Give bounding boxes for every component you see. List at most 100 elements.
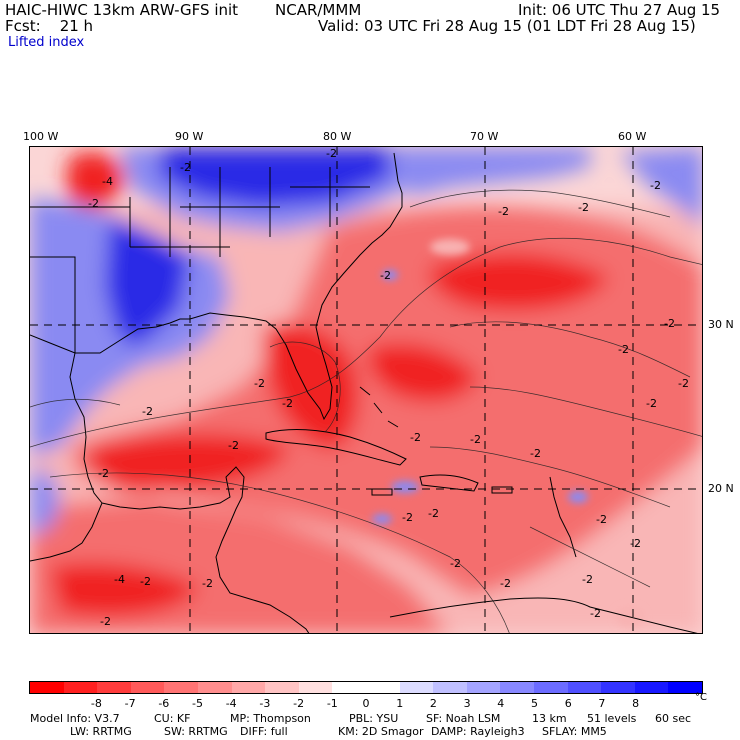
colorbar-tick-label: 0	[362, 697, 370, 710]
lon-label-60w: 60 W	[618, 130, 647, 143]
colorbar-tick-label: 8	[632, 697, 640, 710]
contour-label: -2	[428, 507, 439, 520]
colorbar-cell	[30, 682, 64, 693]
colorbar	[29, 681, 703, 694]
model-info-item: MP: Thompson	[230, 712, 311, 725]
colorbar-unit: °C	[695, 692, 707, 703]
contour-label: -4	[102, 175, 113, 188]
contour-label: -2	[578, 201, 589, 214]
contour-label: -2	[100, 615, 111, 628]
contour-label: -2	[180, 161, 191, 174]
colorbar-tick-label: -4	[225, 697, 237, 710]
colorbar-tick-label: -2	[293, 697, 305, 710]
colorbar-tick-label: 3	[463, 697, 471, 710]
colorbar-cell	[265, 682, 299, 693]
model-info-item: 60 sec	[655, 712, 692, 725]
contour-label: -2	[646, 397, 657, 410]
model-info-item: LW: RRTMG	[70, 725, 132, 738]
lifted-index-map: -4 -2 -2 -2 -2 -2 -2 -2 -2 -2 -2 -2 -2 -2 -2 -2 -2 -2 -2 -2…	[29, 146, 703, 634]
colorbar-tick-label: 2	[429, 697, 437, 710]
map-svg: -4 -2 -2 -2 -2 -2 -2 -2 -2 -2 -2 -2 -2 -2 -2 -2 -2 -2 -2 -2…	[30, 147, 702, 633]
colorbar-cell	[601, 682, 635, 693]
contour-label: -2	[228, 439, 239, 452]
colorbar-cell	[500, 682, 534, 693]
colorbar-tick-label: -1	[326, 697, 338, 710]
model-info-item: SF: Noah LSM	[426, 712, 501, 725]
contour-label: -2	[498, 205, 509, 218]
colorbar-cell	[164, 682, 198, 693]
contour-label: -2	[326, 147, 337, 160]
model-info-item: 51 levels	[587, 712, 637, 725]
colorbar-cell	[63, 682, 98, 693]
colorbar-tick-label: -8	[90, 697, 102, 710]
graticule	[30, 147, 702, 633]
colorbar-cell	[97, 682, 131, 693]
contour-label: -2	[140, 575, 151, 588]
colorbar-tick-label: -5	[192, 697, 203, 710]
model-info-item: SFLAY: MM5	[542, 725, 607, 738]
colorbar-cell	[466, 682, 501, 693]
contour-label: -2	[582, 573, 593, 586]
contour-label: -2	[678, 377, 689, 390]
contour-label: -2	[202, 577, 213, 590]
lon-label-90w: 90 W	[175, 130, 204, 143]
colorbar-tick-label: 1	[396, 697, 404, 710]
forecast-hour: Fcst: 21 h	[5, 17, 94, 35]
colorbar-tick-label: -3	[259, 697, 271, 710]
colorbar-cell	[399, 682, 434, 693]
model-info-item: DIFF: full	[240, 725, 288, 738]
contour-label: -2	[402, 511, 413, 524]
organization-label: NCAR/MMM	[275, 1, 362, 19]
contour-label: -2	[596, 513, 607, 526]
colorbar-tick-label: -7	[124, 697, 136, 710]
init-time: Init: 06 UTC Thu 27 Aug 15	[518, 1, 721, 19]
model-info-item: SW: RRTMG	[164, 725, 228, 738]
lon-label-80w: 80 W	[323, 130, 352, 143]
colorbar-cell	[298, 682, 333, 693]
lon-label-70w: 70 W	[470, 130, 499, 143]
instability-field	[30, 147, 702, 633]
contour-label: -2	[98, 467, 109, 480]
contour-label: -2	[142, 405, 153, 418]
model-info-item: CU: KF	[154, 712, 191, 725]
valid-time: Valid: 03 UTC Fri 28 Aug 15 (01 LDT Fri …	[318, 17, 696, 35]
model-info-item: Model Info: V3.7	[30, 712, 120, 725]
contour-label: -2	[664, 317, 675, 330]
contour-label: -2	[630, 537, 641, 550]
colorbar-tick-label: 4	[497, 697, 505, 710]
contour-label: -2	[282, 397, 293, 410]
contour-label: -2	[650, 179, 661, 192]
colorbar-cell	[634, 682, 669, 693]
contour-label: -2	[530, 447, 541, 460]
model-info-item: KM: 2D Smagor	[338, 725, 424, 738]
model-title: HAIC-HIWC 13km ARW-GFS init	[5, 1, 239, 19]
contour-label: -2	[470, 433, 481, 446]
contour-label: -2	[618, 343, 629, 356]
colorbar-cell	[231, 682, 266, 693]
coastlines	[30, 152, 698, 633]
contour-label: -2	[590, 607, 601, 620]
colorbar-cell	[668, 682, 702, 693]
colorbar-cell	[365, 682, 400, 693]
contour-label: -4	[114, 573, 125, 586]
contour-label: -2	[88, 197, 99, 210]
colorbar-cell	[197, 682, 232, 693]
colorbar-tick-label: 7	[598, 697, 606, 710]
model-info-item: 13 km	[532, 712, 567, 725]
contour-label: -2	[410, 431, 421, 444]
colorbar-tick-label: 5	[531, 697, 538, 710]
model-info-item: PBL: YSU	[349, 712, 399, 725]
colorbar-cell	[433, 682, 467, 693]
contour-label: -2	[254, 377, 265, 390]
contour-labels: -4 -2 -2 -2 -2 -2 -2 -2 -2 -2 -2 -2 -2 -2 -2 -2 -2 -2 -2 -2…	[88, 147, 689, 628]
positive-patches	[372, 239, 644, 627]
colorbar-tick-label: -6	[158, 697, 170, 710]
contour-label: -2	[380, 269, 391, 282]
contour-label: -2	[500, 577, 511, 590]
field-name: Lifted index	[8, 35, 85, 50]
colorbar-cell	[567, 682, 602, 693]
colorbar-cell	[332, 682, 366, 693]
colorbar-cell	[533, 682, 568, 693]
lat-label-20n: 20 N	[708, 482, 734, 495]
contour-lines	[30, 189, 702, 633]
